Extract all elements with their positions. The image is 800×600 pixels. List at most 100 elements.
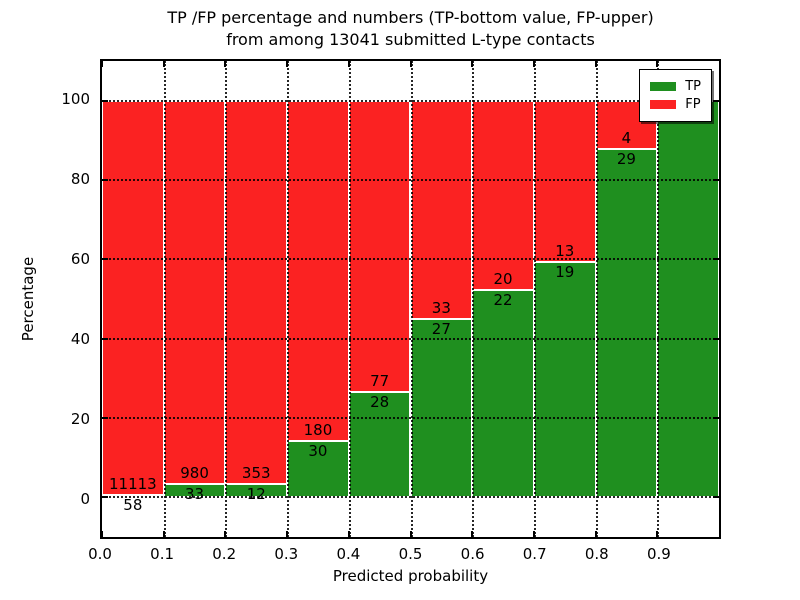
legend-label-fp: FP [685,97,701,112]
x-tick-label: 0.0 [88,545,112,563]
bar-segment-fp [287,100,349,441]
bar-segment-tp [410,318,473,498]
bar-count-label-fp: 33 [431,298,451,317]
bar-count-label-tp: 19 [555,262,575,281]
bar-segment-tp [287,440,349,498]
x-tick-label: 0.5 [398,545,423,563]
bar-count-label-fp: 980 [180,464,209,483]
bar-segment-tp [595,148,658,498]
bar-count-label-fp: 13 [555,241,575,260]
x-tick-label: 0.9 [646,545,671,563]
tick-mark [347,61,350,67]
v-gridline [472,61,475,537]
bar-count-label-tp: 58 [123,496,143,515]
chart-title: TP /FP percentage and numbers (TP-bottom… [100,7,721,51]
tick-mark [101,531,103,537]
bar-segment-fp [410,100,473,319]
bar-segment-fp [348,100,411,392]
y-tick-label: 20 [70,410,90,428]
x-tick-label: 0.7 [522,545,547,563]
x-tick-label: 0.4 [336,545,361,563]
bar-segment-tp [533,261,596,498]
tick-mark [102,337,108,340]
legend-label-tp: TP [685,79,701,94]
legend: TP FP [639,69,712,122]
tick-mark [471,531,474,537]
bar-count-label-tp: 28 [370,392,390,411]
tick-mark [532,61,535,67]
bar-count-label-fp: 77 [370,371,390,390]
x-axis-tick-labels: 0.0 0.1 0.2 0.3 0.4 0.5 0.6 0.7 0.8 0.9 [88,545,721,565]
x-tick-label: 0.1 [150,545,175,563]
tick-mark [102,496,108,499]
x-axis-label: Predicted probability [332,567,489,585]
chart-title-line2: from among 13041 submitted L-type contac… [226,30,595,49]
legend-swatch-tp-icon [650,82,677,91]
tick-mark [224,531,227,537]
x-tick-label: 0.3 [274,545,299,563]
y-axis-label: Percentage [19,256,37,342]
legend-swatch-fp-icon [650,100,677,109]
tick-mark [532,531,535,537]
tick-mark [656,531,659,537]
bar-segment-fp [163,100,226,485]
bar-count-label-tp: 29 [616,149,636,168]
tick-mark [224,61,227,67]
tick-mark [101,61,103,67]
legend-item-tp: TP [650,79,701,94]
tick-mark [102,417,108,419]
tick-mark [102,99,108,102]
tick-mark [162,531,165,537]
bar-segment-tp [348,391,411,498]
plot-area: 11113 58 980 33 353 12 180 30 77 28 33 27 20 22 13 19 4 2… [100,59,721,539]
legend-item-fp: FP [650,97,701,112]
tick-mark [347,531,350,537]
tick-mark [286,531,289,537]
bar-segment-fp [533,100,596,262]
tick-mark [656,61,659,67]
bar-segment-fp [225,100,288,485]
tick-mark [471,61,474,67]
bar-count-label-fp: 11113 [108,475,157,494]
bar-count-label-tp: 33 [185,485,205,504]
bar-count-label-fp: 180 [303,420,333,439]
tick-mark [713,179,719,181]
bar-count-label-tp: 22 [493,290,513,309]
tick-mark [594,531,597,537]
v-gridline [225,61,228,537]
v-gridline [657,61,660,537]
tick-mark [713,417,719,419]
bar-count-label-fp: 353 [241,464,271,483]
tick-mark [102,258,108,261]
tick-mark [594,61,597,67]
tick-mark [409,531,412,537]
bar-count-label-tp: 30 [308,441,328,460]
bar-segment-tp [472,289,534,498]
v-gridline [595,61,598,537]
y-tick-label: 80 [70,170,90,188]
v-gridline [348,61,351,537]
tick-mark [713,496,719,499]
bar-count-label-tp: 27 [431,319,451,338]
v-gridline [163,61,166,537]
tick-mark [713,99,719,102]
x-tick-label: 0.2 [212,545,237,563]
bar-segment-tp [657,100,719,498]
y-tick-label: 60 [70,250,90,268]
bar-count-label-tp: 12 [246,485,266,504]
v-gridline [410,61,413,537]
y-tick-label: 40 [70,330,90,348]
x-tick-label: 0.6 [460,545,485,563]
v-gridline [287,61,290,537]
bar-count-label-fp: 4 [621,128,632,147]
v-gridline [533,61,536,537]
bar-segment-fp [102,100,164,496]
bar-segment-fp [472,100,534,290]
bar-count-label-fp: 20 [493,269,513,288]
y-tick-label: 100 [61,89,90,108]
y-axis-tick-labels: 0 20 40 60 80 100 [30,59,90,539]
x-tick-label: 0.8 [584,545,609,563]
tick-mark [713,258,719,261]
y-tick-label: 0 [80,490,90,508]
